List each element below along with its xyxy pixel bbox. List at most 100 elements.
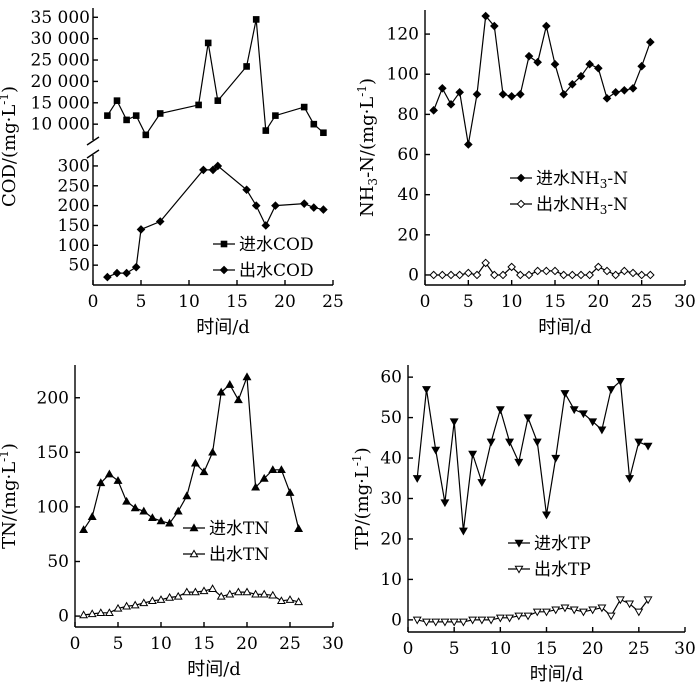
data-point <box>195 101 202 109</box>
legend-marker <box>220 240 228 248</box>
data-point <box>173 506 183 515</box>
data-point <box>634 608 644 617</box>
y-tick-label: 200 <box>37 388 69 408</box>
y-tick-label: 100 <box>387 65 419 85</box>
data-point <box>113 476 123 484</box>
legend-item: 出水TN <box>183 545 269 565</box>
x-tick-label: 0 <box>70 634 81 654</box>
data-point <box>104 469 114 478</box>
x-tick-label: 25 <box>628 639 650 659</box>
data-point <box>147 513 157 522</box>
data-point <box>576 71 586 81</box>
series-effluent <box>429 258 655 280</box>
y-tick-label: 10 000 <box>31 115 90 135</box>
x-tick-label: 30 <box>674 292 696 312</box>
data-point <box>156 516 166 525</box>
y-tick-label: 0 <box>58 607 69 627</box>
data-point <box>637 61 646 71</box>
data-point <box>594 262 603 272</box>
data-point <box>532 438 542 447</box>
data-point <box>551 606 561 615</box>
data-point <box>96 608 106 617</box>
data-point <box>431 618 441 627</box>
data-point <box>542 511 551 520</box>
y-tick-label: 80 <box>397 105 419 125</box>
data-point <box>602 266 612 276</box>
data-point <box>533 266 542 276</box>
data-point <box>643 442 653 451</box>
data-point <box>422 386 431 394</box>
data-point <box>468 616 478 625</box>
data-point <box>446 270 456 280</box>
data-point <box>498 89 508 99</box>
data-point <box>136 225 146 234</box>
data-point <box>477 479 487 487</box>
data-point <box>165 518 175 527</box>
legend-label: 出水NH3-N <box>536 195 628 217</box>
series-influent <box>79 372 304 534</box>
data-point <box>514 458 524 467</box>
series-line <box>417 598 649 623</box>
data-point <box>588 418 598 427</box>
data-point <box>458 527 468 536</box>
data-point <box>578 410 588 419</box>
data-point <box>130 503 140 512</box>
data-point <box>103 272 112 282</box>
data-point <box>208 165 218 175</box>
legend-marker <box>514 565 524 574</box>
y-tick-label: 60 <box>380 368 402 388</box>
data-point <box>123 116 130 124</box>
legend-marker <box>516 173 526 183</box>
y-tick-label: 20 000 <box>31 72 90 92</box>
x-tick-label: 15 <box>226 292 248 312</box>
data-point <box>602 94 612 103</box>
data-point <box>79 610 89 619</box>
data-point <box>568 79 577 89</box>
x-tick-label: 20 <box>588 292 610 312</box>
data-point <box>490 270 499 280</box>
data-point <box>542 21 551 31</box>
data-point <box>79 525 89 534</box>
data-point <box>611 87 620 97</box>
data-point <box>216 591 226 600</box>
y-tick-label: 30 <box>380 489 402 509</box>
data-point <box>190 587 200 596</box>
y-axis-title: TP/(mg·L-1) <box>350 447 373 549</box>
data-point <box>214 97 222 104</box>
x-axis-title: 时间/d <box>538 317 592 338</box>
legend-item: 进水TN <box>183 519 269 539</box>
y-tick-label: 200 <box>58 196 90 216</box>
data-point <box>113 603 123 612</box>
x-tick-label: 15 <box>536 639 558 659</box>
data-point <box>578 608 588 617</box>
series-influent <box>412 377 653 536</box>
y-axis-title: COD/(mg·L-1) <box>0 86 20 207</box>
data-point <box>213 161 223 171</box>
data-point <box>173 591 183 600</box>
data-point <box>464 140 473 149</box>
data-point <box>628 83 638 93</box>
axis-break-mark <box>86 136 100 146</box>
data-point <box>251 589 261 598</box>
data-point <box>272 112 279 119</box>
data-point <box>216 387 226 396</box>
data-point <box>251 201 261 210</box>
legend-marker <box>514 539 524 548</box>
data-point <box>132 112 140 119</box>
data-point <box>523 414 533 423</box>
y-tick-label: 50 <box>47 552 69 572</box>
data-point <box>542 266 551 276</box>
legend-item: 进水NH3-N <box>510 169 628 191</box>
legend-marker <box>219 265 229 275</box>
data-point <box>533 57 542 67</box>
data-point <box>242 587 252 596</box>
chart-panel-tn: 0 50 100 150 200 0 5 10 15 20 25 30 时间/d TN/(mg·L-1) 进… <box>0 365 344 680</box>
y-tick-label: 10 <box>380 570 402 590</box>
x-tick-label: 20 <box>274 292 296 312</box>
data-point <box>87 609 97 618</box>
legend: 进水TN 出水TN <box>183 519 269 565</box>
x-tick-label: 0 <box>88 292 99 312</box>
legend-item: 出水TP <box>508 560 591 580</box>
y-axis-title: NH3-N/(mg·L-1) <box>355 78 380 217</box>
data-point <box>261 221 271 230</box>
